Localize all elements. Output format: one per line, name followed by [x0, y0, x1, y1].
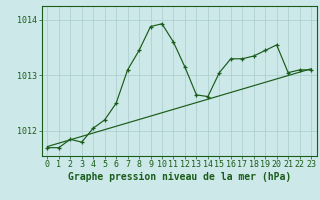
X-axis label: Graphe pression niveau de la mer (hPa): Graphe pression niveau de la mer (hPa)	[68, 172, 291, 182]
